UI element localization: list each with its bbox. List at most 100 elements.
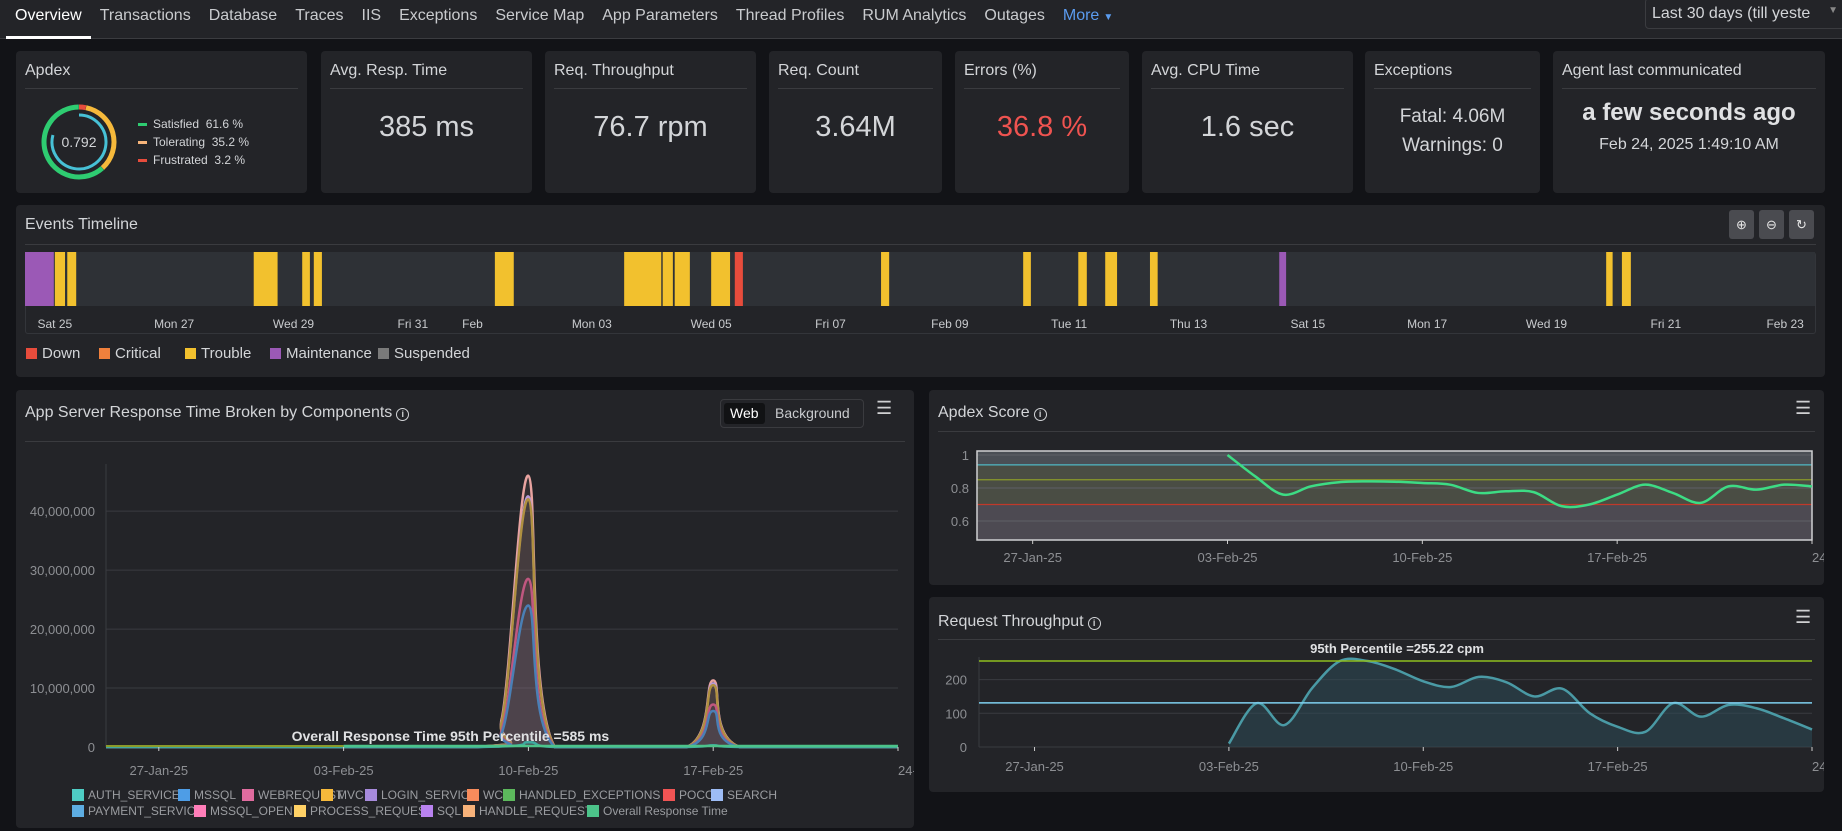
tab-database[interactable]: Database	[208, 7, 278, 24]
apdex-band	[977, 464, 1812, 505]
timeline-legend-suspended[interactable]: Suspended	[378, 345, 470, 362]
legend-label: Trouble	[201, 345, 252, 362]
legend-label: Satisfied	[153, 117, 200, 131]
x-tick-label: 03-Feb-25	[1198, 550, 1258, 565]
panel-title: Events Timeline	[25, 216, 138, 233]
panel-title: App Server Response Time Broken by Compo…	[25, 404, 410, 422]
tab-outages[interactable]: Outages	[984, 7, 1045, 24]
y-tick-label: 40,000,000	[30, 504, 95, 519]
timeline-tick-label: Mon 03	[571, 317, 612, 331]
legend-item-auth_service[interactable]: AUTH_SERVICE	[72, 788, 180, 802]
hamburger-menu-icon[interactable]: ☰	[876, 398, 893, 418]
agent-timestamp: Feb 24, 2025 1:49:10 AM	[1599, 136, 1779, 153]
zoom-reset-icon[interactable]: ↻	[1789, 210, 1814, 239]
time-range-value: Last 30 days (till yeste	[1652, 5, 1811, 22]
y-tick-label: 100	[945, 706, 967, 721]
tab-overview[interactable]: Overview	[6, 6, 91, 39]
tab-iis[interactable]: IIS	[361, 7, 382, 24]
tab-transactions[interactable]: Transactions	[99, 7, 191, 24]
timeline-background	[25, 252, 1815, 306]
legend-swatch	[72, 789, 84, 801]
legend-label: Maintenance	[286, 345, 372, 362]
info-icon[interactable]: i	[1087, 617, 1101, 630]
info-icon[interactable]: i	[1033, 408, 1047, 421]
timeline-tick-label: Fri 07	[815, 317, 846, 331]
legend-item-sql[interactable]: SQL	[421, 804, 461, 818]
card-title: Avg. Resp. Time	[330, 62, 448, 79]
avg-cpu-time-card[interactable]: Avg. CPU Time 1.6 sec	[1142, 51, 1353, 193]
req-throughput-card[interactable]: Req. Throughput 76.7 rpm	[545, 51, 756, 193]
legend-swatch	[321, 789, 333, 801]
caret-down-icon: ▼	[1828, 5, 1838, 16]
timeline-tick-label: Mon 27	[154, 317, 195, 331]
legend-swatch	[587, 805, 599, 817]
x-tick-label: 24-F	[1812, 550, 1824, 565]
fatal-count: Fatal: 4.06M	[1399, 106, 1506, 127]
timeline-tick-label: Fri 21	[1650, 317, 1682, 331]
toggle-web[interactable]: Web	[724, 403, 765, 424]
legend-swatch	[711, 789, 723, 801]
legend-item-mvc[interactable]: MVC	[321, 788, 364, 802]
timeline-legend-maintenance[interactable]: Maintenance	[270, 345, 372, 362]
timeline-event-trouble	[1606, 252, 1613, 306]
legend-item-mssql_open[interactable]: MSSQL_OPEN	[194, 804, 293, 818]
tab-service-map[interactable]: Service Map	[495, 7, 585, 24]
avg-resp-time-card[interactable]: Avg. Resp. Time 385 ms	[321, 51, 532, 193]
toggle-background[interactable]: Background	[775, 405, 850, 421]
legend-item-mssql[interactable]: MSSQL	[178, 788, 236, 802]
legend-item-search[interactable]: SEARCH	[711, 788, 777, 802]
x-tick-label: 17-Feb-25	[1587, 550, 1647, 565]
timeline-event-trouble	[662, 252, 673, 306]
apdex-card[interactable]: Apdex 0.792 Satisfied 61.6 % Tolerating …	[16, 51, 307, 193]
zoom-out-icon[interactable]: ⊖	[1759, 210, 1784, 239]
legend-item-payment_service[interactable]: PAYMENT_SERVICE	[72, 804, 203, 818]
tab-thread-profiles[interactable]: Thread Profiles	[735, 7, 845, 24]
card-value: 385 ms	[378, 111, 475, 143]
apdex-band	[977, 451, 1812, 465]
percentile-annotation: Overall Response Time 95th Percentile =5…	[292, 728, 610, 744]
request-throughput-panel: Request Throughput i ☰ 0 100 200 95th Percen…	[929, 597, 1824, 792]
hamburger-menu-icon[interactable]: ☰	[1795, 607, 1812, 627]
apdex-score-panel: Apdex Score i ☰ 1 0.8 0.6 27-Jan-25 03-Feb-25…	[929, 390, 1824, 585]
legend-item-handled_exceptions[interactable]: HANDLED_EXCEPTIONS	[503, 788, 660, 802]
tab-app-parameters[interactable]: App Parameters	[602, 7, 718, 24]
legend-item-overall response time[interactable]: Overall Response Time	[587, 804, 728, 818]
x-tick-label: 10-Feb-25	[1392, 550, 1452, 565]
timeline-event-trouble	[1078, 252, 1087, 306]
timeline-legend-critical[interactable]: Critical	[99, 345, 161, 362]
legend-item-login_service[interactable]: LOGIN_SERVICE	[365, 788, 477, 802]
card-title: Avg. CPU Time	[1151, 62, 1261, 79]
timeline-event-trouble	[881, 252, 890, 306]
timeline-tick-label: Feb 09	[931, 317, 969, 331]
info-icon[interactable]: i	[396, 408, 410, 421]
y-tick-label: 30,000,000	[30, 563, 95, 578]
legend-swatch	[503, 789, 515, 801]
legend-value: 35.2 %	[211, 135, 250, 149]
card-value: 1.6 sec	[1200, 111, 1295, 143]
legend-value: 3.2 %	[214, 153, 246, 167]
time-range-select[interactable]: Last 30 days (till yeste ▼	[1645, 0, 1842, 29]
legend-label: SQL	[437, 804, 462, 818]
tab-exceptions[interactable]: Exceptions	[399, 7, 478, 24]
more-menu[interactable]: More ▼	[1054, 6, 1122, 34]
timeline-legend-down[interactable]: Down	[26, 345, 80, 362]
tab-traces[interactable]: Traces	[295, 7, 344, 24]
legend-item-handle_request[interactable]: HANDLE_REQUEST	[463, 804, 592, 818]
zoom-in-icon[interactable]: ⊕	[1729, 210, 1754, 239]
hamburger-menu-icon[interactable]: ☰	[1795, 398, 1812, 418]
card-title: Req. Throughput	[554, 62, 674, 79]
legend-item-poco[interactable]: POCO	[663, 788, 714, 802]
y-tick-label: 200	[945, 673, 967, 688]
timeline-bar[interactable]	[25, 252, 1815, 306]
errors-card[interactable]: Errors (%) 36.8 %	[955, 51, 1129, 193]
legend-swatch	[365, 789, 377, 801]
legend-swatch	[270, 348, 281, 359]
exceptions-card[interactable]: Exceptions Fatal: 4.06M Warnings: 0	[1365, 51, 1540, 193]
legend-item-process_request[interactable]: PROCESS_REQUEST	[294, 804, 433, 818]
timeline-tick-label: Tue 11	[1051, 317, 1088, 331]
timeline-legend-trouble[interactable]: Trouble	[185, 345, 251, 362]
tab-rum-analytics[interactable]: RUM Analytics	[862, 7, 967, 24]
legend-label: AUTH_SERVICE	[88, 788, 180, 802]
agent-card: Agent last communicated a few seconds ag…	[1553, 51, 1825, 193]
req-count-card[interactable]: Req. Count 3.64M	[769, 51, 942, 193]
